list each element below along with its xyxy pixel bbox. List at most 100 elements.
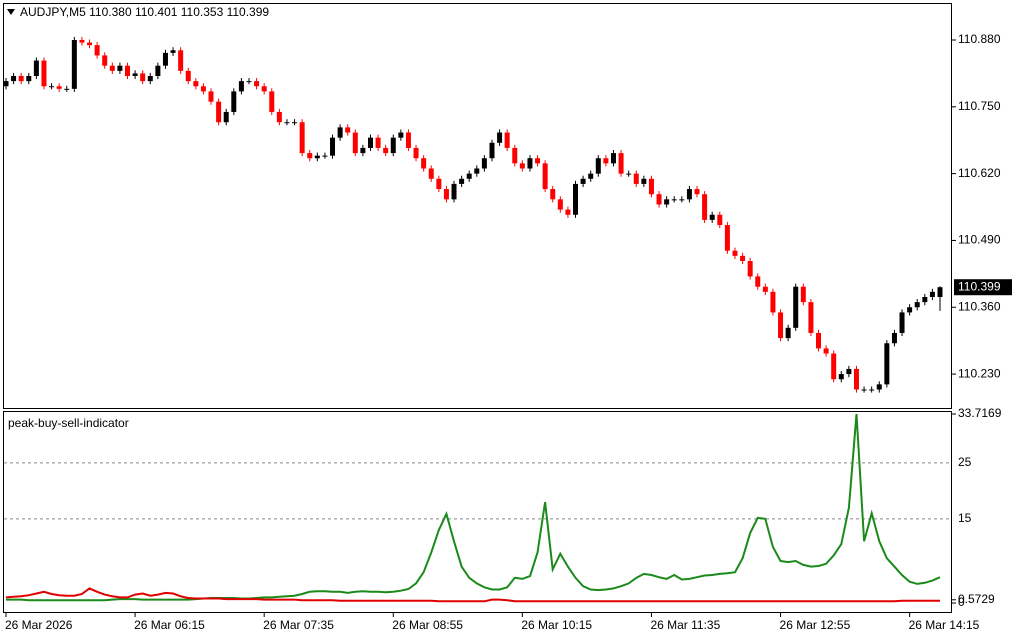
candle-body xyxy=(778,312,784,339)
candle-body xyxy=(413,147,419,159)
candle-body xyxy=(876,384,882,390)
candle-body xyxy=(147,75,153,82)
candle-body xyxy=(466,173,472,179)
level-label: 15 xyxy=(958,511,972,525)
candle-body xyxy=(261,86,267,92)
candle-body xyxy=(664,199,670,205)
candle-body xyxy=(71,40,77,89)
candle-body xyxy=(618,153,624,174)
candle-body xyxy=(884,343,890,385)
candle-body xyxy=(793,286,799,328)
candle-body xyxy=(709,214,715,220)
candle-body xyxy=(694,189,700,195)
candle-body xyxy=(755,276,761,287)
candle-body xyxy=(846,368,852,375)
candle-body xyxy=(79,40,85,43)
candle-body xyxy=(702,194,708,220)
candle-body xyxy=(231,91,237,112)
candle-body xyxy=(436,178,442,190)
candle-body xyxy=(208,91,214,102)
symbol-menu-icon[interactable] xyxy=(7,9,15,15)
candle-body xyxy=(869,389,875,391)
candle-body xyxy=(853,368,859,390)
x-tick-label: 26 Mar 11:35 xyxy=(650,618,720,632)
candle-body xyxy=(474,168,480,174)
candle-body xyxy=(193,81,199,87)
candle-body xyxy=(94,45,100,56)
candle-body xyxy=(352,132,358,154)
indicator-title: peak-buy-sell-indicator xyxy=(8,416,129,430)
candle-body xyxy=(831,353,837,380)
candle-body xyxy=(588,173,594,179)
candle-body xyxy=(573,183,579,215)
candle-body xyxy=(246,81,252,83)
y-tick-label: 0.5729 xyxy=(958,592,995,606)
candle-body xyxy=(200,86,206,92)
y-tick-label: 110.360 xyxy=(958,299,1001,313)
candle-body xyxy=(170,50,176,53)
candle-body xyxy=(816,332,822,349)
candle-body xyxy=(18,75,24,82)
x-tick-label: 26 Mar 12:55 xyxy=(780,618,851,632)
candle-body xyxy=(724,225,730,251)
candle-body xyxy=(595,158,601,174)
candle-body xyxy=(542,163,548,190)
candle-body xyxy=(276,111,282,123)
x-tick-label: 26 Mar 2026 xyxy=(5,618,73,632)
y-tick-label: 110.750 xyxy=(958,99,1001,113)
x-tick-label: 26 Mar 14:15 xyxy=(909,618,980,632)
candle-body xyxy=(185,70,191,82)
candle-body xyxy=(223,111,229,123)
candle-body xyxy=(497,132,503,143)
x-tick-label: 26 Mar 06:15 xyxy=(134,618,205,632)
candle-body xyxy=(398,132,404,138)
candle-body xyxy=(124,65,130,76)
candle-body xyxy=(679,199,685,201)
candle-body xyxy=(49,86,55,88)
candle-body xyxy=(3,81,9,87)
candle-body xyxy=(337,127,343,138)
candle-body xyxy=(405,132,411,148)
candle-body xyxy=(345,127,351,133)
candle-body xyxy=(155,65,161,76)
candle-body xyxy=(299,122,305,154)
x-tick-label: 26 Mar 10:15 xyxy=(521,618,592,632)
candle-body xyxy=(671,199,677,201)
candle-body xyxy=(216,101,222,123)
indicator-panel xyxy=(3,411,952,613)
candle-body xyxy=(808,302,814,333)
candle-body xyxy=(648,178,654,195)
candle-body xyxy=(550,189,556,200)
candle-body xyxy=(162,52,168,66)
candle-body xyxy=(140,73,146,82)
candle-body xyxy=(314,155,320,159)
candle-body xyxy=(557,199,563,210)
candle-body xyxy=(770,291,776,313)
candle-body xyxy=(56,86,62,89)
candle-body xyxy=(922,296,928,303)
indicator-line xyxy=(5,587,940,603)
candle-body xyxy=(443,189,449,200)
candle-body xyxy=(489,142,495,159)
candle-body xyxy=(375,137,381,148)
candle-body xyxy=(861,389,867,391)
candle-body xyxy=(87,42,93,46)
current-price-label: 110.399 xyxy=(958,279,1001,293)
candle-body xyxy=(907,307,913,313)
candle-body xyxy=(686,189,692,200)
candle-body xyxy=(785,327,791,339)
candle-body xyxy=(519,163,525,169)
candle-body xyxy=(254,81,260,87)
candle-body xyxy=(937,287,943,297)
candle-body xyxy=(322,155,328,157)
candle-body xyxy=(899,312,905,333)
candle-body xyxy=(132,73,138,76)
level-label: 25 xyxy=(958,455,972,469)
x-tick-label: 26 Mar 08:55 xyxy=(392,618,463,632)
candle-body xyxy=(330,137,336,156)
candle-body xyxy=(292,122,298,124)
candle-body xyxy=(26,75,32,82)
candle-body xyxy=(633,173,639,184)
candle-body xyxy=(284,122,290,124)
